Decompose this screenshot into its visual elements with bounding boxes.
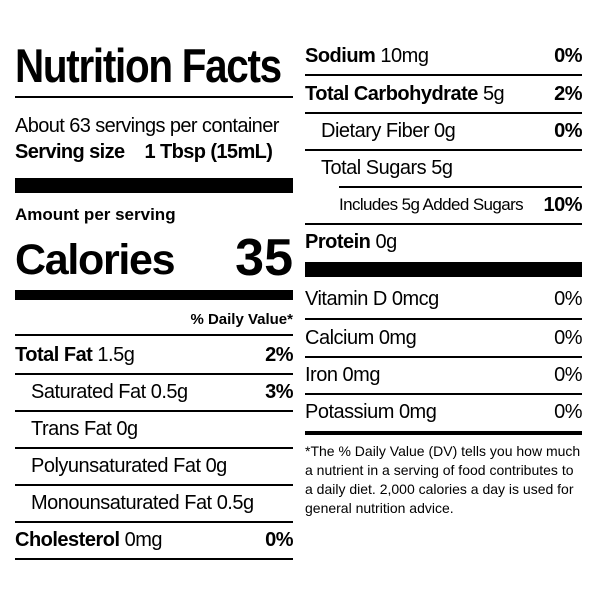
vitamin-dv: 0% (554, 326, 582, 349)
vitamin-amount: 0mg (378, 326, 417, 349)
daily-value-header: % Daily Value* (190, 311, 293, 328)
vitamin-amount: 0mg (342, 363, 381, 386)
nutrient-amount: 0.5g (150, 380, 188, 403)
nutrient-row-trans-fat: Trans Fat 0g (15, 411, 293, 447)
nutrient-amount: 0g (205, 454, 228, 477)
nutrient-row-added-sugars: Includes 5g Added Sugars 10% (305, 187, 582, 223)
nutrient-row-protein: Protein 0g (305, 224, 582, 260)
nutrient-row-dietary-fiber: Dietary Fiber 0g 0% (305, 113, 582, 149)
thick-divider (15, 178, 293, 193)
divider (15, 334, 293, 336)
divider (15, 96, 293, 98)
nutrient-amount: 0g (116, 417, 138, 440)
serving-size-value: 1 Tbsp (15mL) (144, 141, 273, 163)
vitamin-name: Vitamin D (305, 287, 387, 310)
nutrient-row-total-fat: Total Fat 1.5g 2% (15, 337, 293, 373)
divider (15, 521, 293, 523)
vitamin-amount: 0mg (398, 400, 437, 423)
calories-row: Calories 35 (15, 228, 293, 286)
nutrient-dv: 0% (554, 119, 582, 142)
nutrient-amount: 1.5g (97, 343, 135, 366)
calories-value: 35 (235, 229, 293, 287)
divider (15, 447, 293, 449)
nutrient-name: Total Carbohydrate (305, 82, 478, 105)
vitamin-name: Iron (305, 363, 338, 386)
divider (15, 558, 293, 560)
nutrient-name: Total Fat (15, 343, 93, 366)
nutrient-name: Monounsaturated Fat (31, 491, 212, 514)
nutrient-dv: 2% (265, 343, 293, 366)
serving-size-label: Serving size (15, 141, 125, 163)
divider (305, 74, 582, 76)
vitamin-row-vitamin-d: Vitamin D 0mcg 0% (305, 281, 582, 317)
nutrient-row-monounsaturated-fat: Monounsaturated Fat 0.5g (15, 485, 293, 521)
nutrient-dv: 3% (265, 380, 293, 403)
nutrient-name: Cholesterol (15, 528, 120, 551)
nutrient-name: Protein (305, 230, 371, 253)
servings-per-container: About 63 servings per container (15, 115, 279, 137)
divider (305, 223, 582, 225)
vitamin-dv: 0% (554, 363, 582, 386)
nutrient-amount: 0g (434, 119, 456, 142)
vitamin-name: Calcium (305, 326, 374, 349)
nutrient-name: Sodium (305, 44, 376, 67)
nutrient-dv: 0% (265, 528, 293, 551)
nutrient-amount: 5g (431, 156, 453, 179)
divider (15, 373, 293, 375)
nutrient-amount: 0g (375, 230, 397, 253)
thick-divider (305, 262, 582, 277)
vitamin-dv: 0% (554, 400, 582, 423)
vitamin-row-calcium: Calcium 0mg 0% (305, 320, 582, 356)
footnote-text: *The % Daily Value (DV) tells you how mu… (305, 443, 581, 516)
nutrient-amount: 5g (482, 82, 505, 105)
nutrient-name: Saturated Fat (31, 380, 146, 403)
vitamin-row-iron: Iron 0mg 0% (305, 357, 582, 393)
vitamin-dv: 0% (554, 287, 582, 310)
nutrient-name: Trans Fat (31, 417, 112, 440)
nutrient-name: Dietary Fiber (321, 119, 429, 142)
divider (305, 112, 582, 114)
nutrient-name: Includes 5g Added Sugars (339, 195, 524, 214)
nutrient-dv: 2% (554, 82, 582, 105)
nutrient-row-total-carbohydrate: Total Carbohydrate 5g 2% (305, 76, 582, 112)
divider (339, 186, 582, 188)
daily-value-footnote: *The % Daily Value (DV) tells you how mu… (305, 442, 582, 518)
nutrient-row-sodium: Sodium 10mg 0% (305, 38, 582, 74)
thick-divider (15, 290, 293, 300)
calories-label: Calories (15, 236, 176, 284)
amount-per-serving: Amount per serving (15, 205, 176, 224)
nutrient-row-total-sugars: Total Sugars 5g (305, 150, 582, 186)
nutrient-amount: 10mg (380, 44, 429, 67)
vitamin-name: Potassium (305, 400, 394, 423)
divider (305, 431, 582, 435)
divider (15, 484, 293, 486)
divider (305, 318, 582, 320)
nutrient-amount: 0mg (124, 528, 163, 551)
nutrient-dv: 10% (543, 193, 582, 216)
nutrient-row-cholesterol: Cholesterol 0mg 0% (15, 522, 293, 558)
divider (305, 393, 582, 395)
nutrient-dv: 0% (554, 44, 582, 67)
serving-size-row: Serving size 1 Tbsp (15mL) (15, 140, 293, 164)
divider (15, 410, 293, 412)
nutrient-name: Polyunsaturated Fat (31, 454, 201, 477)
vitamin-amount: 0mcg (391, 287, 439, 310)
nutrient-amount: 0.5g (216, 491, 254, 514)
divider (305, 149, 582, 151)
nutrient-name: Total Sugars (321, 156, 427, 179)
nutrient-row-polyunsaturated-fat: Polyunsaturated Fat 0g (15, 448, 293, 484)
label-title: Nutrition Facts (15, 39, 282, 92)
divider (305, 356, 582, 358)
nutrient-row-saturated-fat: Saturated Fat 0.5g 3% (15, 374, 293, 410)
vitamin-row-potassium: Potassium 0mg 0% (305, 394, 582, 430)
